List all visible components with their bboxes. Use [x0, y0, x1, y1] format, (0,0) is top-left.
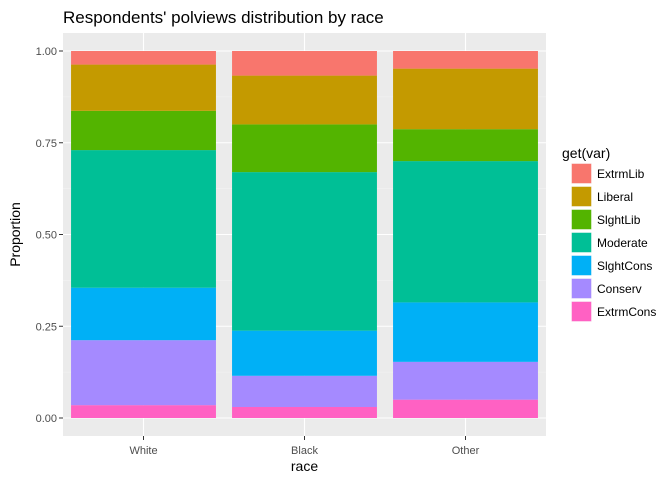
y-tick-label: 0.50: [36, 230, 57, 242]
bar-segment-other-conserv: [393, 361, 538, 400]
x-tick-label: White: [129, 445, 157, 457]
bar-segment-other-moderate: [393, 161, 538, 303]
bar-segment-other-extrmcons: [393, 399, 538, 418]
bar-segment-white-liberal: [71, 64, 216, 111]
bars-group: [71, 51, 538, 418]
legend-swatch-extrmlib: [571, 163, 592, 184]
bar-segment-black-extrmlib: [232, 51, 377, 76]
bar-segment-other-liberal: [393, 68, 538, 130]
legend-label-extrmlib: ExtrmLib: [597, 167, 645, 181]
bar-segment-other-extrmlib: [393, 51, 538, 69]
bar-segment-black-extrmcons: [232, 406, 377, 418]
bar-segment-white-extrmlib: [71, 51, 216, 65]
bar-segment-other-slghtlib: [393, 129, 538, 162]
chart-title: Respondents' polviews distribution by ra…: [63, 8, 384, 27]
legend-swatch-extrmcons: [571, 301, 592, 322]
legend-title: get(var): [562, 145, 610, 161]
bar-segment-other-slghtcons: [393, 302, 538, 362]
x-axis-title: race: [291, 458, 318, 474]
legend-label-slghtlib: SlghtLib: [597, 213, 641, 227]
bar-segment-black-conserv: [232, 375, 377, 407]
bar-segment-white-extrmcons: [71, 405, 216, 418]
bar-segment-black-moderate: [232, 172, 377, 331]
x-axis: White Black Other: [129, 436, 480, 457]
bar-segment-white-conserv: [71, 340, 216, 406]
legend-label-slghtcons: SlghtCons: [597, 259, 652, 273]
legend-swatch-liberal: [571, 186, 592, 207]
bar-segment-white-slghtcons: [71, 287, 216, 341]
bar-segment-black-slghtlib: [232, 124, 377, 173]
legend: get(var) ExtrmLib Liberal SlghtLib Moderate…: [562, 145, 656, 322]
x-tick-label: Black: [291, 445, 318, 457]
bar-segment-white-moderate: [71, 150, 216, 288]
y-tick-label: 0.25: [36, 321, 57, 333]
legend-label-liberal: Liberal: [597, 190, 633, 204]
bar-segment-black-liberal: [232, 75, 377, 125]
y-axis: 0.00 0.25 0.50 0.75 1.00: [36, 46, 63, 425]
legend-swatch-slghtlib: [571, 209, 592, 230]
y-tick-label: 1.00: [36, 46, 57, 58]
y-tick-label: 0.00: [36, 413, 57, 425]
y-axis-title: Proportion: [7, 202, 23, 267]
legend-swatch-conserv: [571, 278, 592, 299]
x-tick-label: Other: [452, 445, 480, 457]
legend-label-extrmcons: ExtrmCons: [597, 305, 656, 319]
bar-segment-black-slghtcons: [232, 330, 377, 376]
bar-segment-white-slghtlib: [71, 110, 216, 151]
y-tick-label: 0.75: [36, 138, 57, 150]
legend-label-conserv: Conserv: [597, 282, 642, 296]
legend-label-moderate: Moderate: [597, 236, 648, 250]
legend-swatch-moderate: [571, 232, 592, 253]
legend-swatch-slghtcons: [571, 255, 592, 276]
